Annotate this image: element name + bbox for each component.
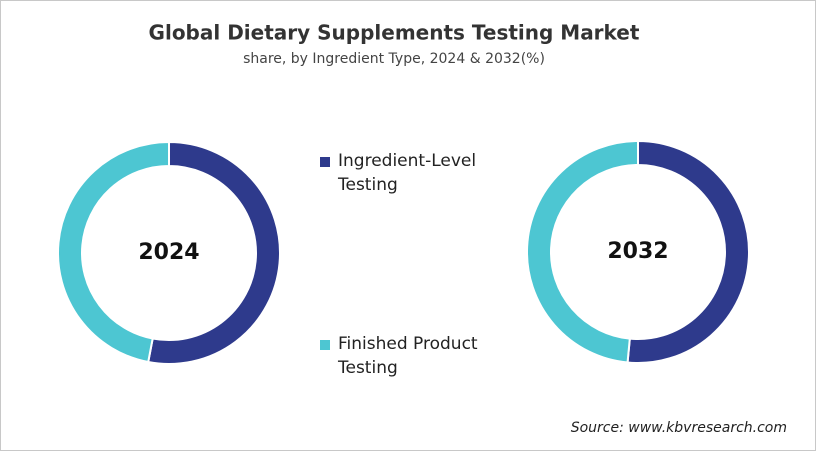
- legend-label: Ingredient-Level Testing: [338, 151, 477, 195]
- chart-title: Global Dietary Supplements Testing Marke…: [149, 21, 640, 45]
- legend-swatch: [320, 157, 330, 167]
- legend-label: Finished Product Testing: [338, 334, 478, 378]
- source: Source: www.kbvresearch.com: [571, 420, 787, 436]
- legend-swatch: [320, 340, 330, 350]
- donut-segment: [147, 140, 281, 365]
- legend-item: Finished Product Testing: [320, 332, 488, 380]
- donut-segment: [57, 140, 170, 364]
- donut-segment: [526, 139, 639, 364]
- center-label: 2032: [607, 239, 668, 264]
- chart-subtitle: share, by Ingredient Type, 2024 & 2032(%…: [243, 51, 545, 67]
- center-label: 2024: [138, 240, 199, 265]
- legend-item: Ingredient-Level Testing: [320, 149, 488, 197]
